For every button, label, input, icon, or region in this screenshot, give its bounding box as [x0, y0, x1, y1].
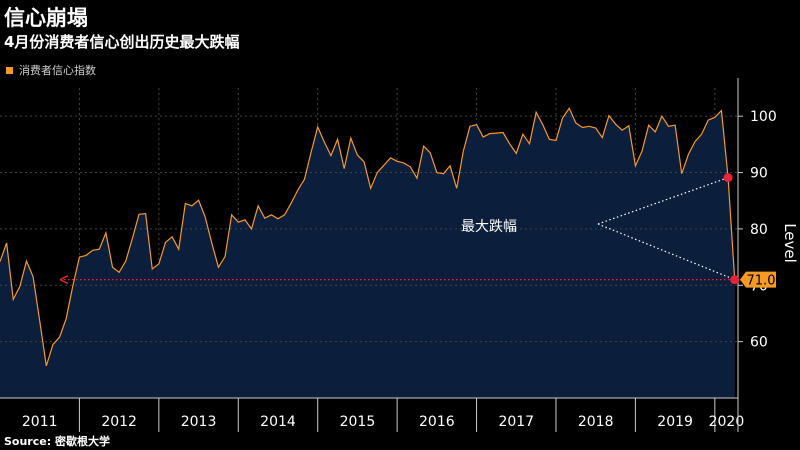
series-area — [0, 108, 735, 398]
marker-april — [730, 275, 740, 285]
marker-march — [723, 173, 733, 183]
x-tick-label: 2019 — [657, 414, 693, 430]
x-axis: 2011 2012 2013 2014 2015 2016 2017 2018 2019 2020 — [0, 397, 745, 432]
x-tick-label: 2013 — [181, 414, 217, 430]
last-value-label: 71.0 — [747, 274, 776, 289]
y-axis-label: Level — [781, 223, 799, 263]
x-tick-label: 2015 — [340, 414, 376, 430]
annotations: 最大跌幅 71.0 — [59, 173, 776, 289]
legend-swatch — [6, 66, 13, 74]
x-tick-label: 2017 — [498, 414, 534, 430]
callout-line-upper — [597, 177, 729, 225]
legend: 消费者信心指数 — [6, 62, 96, 78]
callout-line-lower — [597, 223, 735, 281]
x-tick-label: 2012 — [101, 414, 137, 430]
legend-label: 消费者信心指数 — [19, 64, 96, 77]
y-tick-label: 100 — [750, 109, 777, 125]
chart-subtitle: 4月份消费者信心创出历史最大跌幅 — [4, 33, 240, 51]
y-tick-label: 60 — [750, 335, 768, 351]
plot-area — [0, 107, 738, 398]
level-arrow-icon — [59, 275, 69, 285]
x-tick-label: 2016 — [419, 414, 455, 430]
series-line — [0, 107, 736, 367]
source-note: Source: 密歇根大学 — [4, 435, 110, 448]
x-tick-label: 2014 — [260, 414, 296, 430]
y-tick-label: 90 — [750, 166, 768, 182]
y-tick-label: 80 — [750, 222, 768, 238]
chart-title: 信心崩塌 — [4, 6, 88, 30]
last-value-tag — [740, 271, 776, 288]
x-tick-label: 2011 — [22, 414, 58, 430]
x-tick-label: 2020 — [709, 414, 745, 430]
y-axis: 60708090100Level — [737, 78, 799, 432]
callout-text: 最大跌幅 — [461, 219, 517, 235]
x-tick-label: 2018 — [578, 414, 614, 430]
